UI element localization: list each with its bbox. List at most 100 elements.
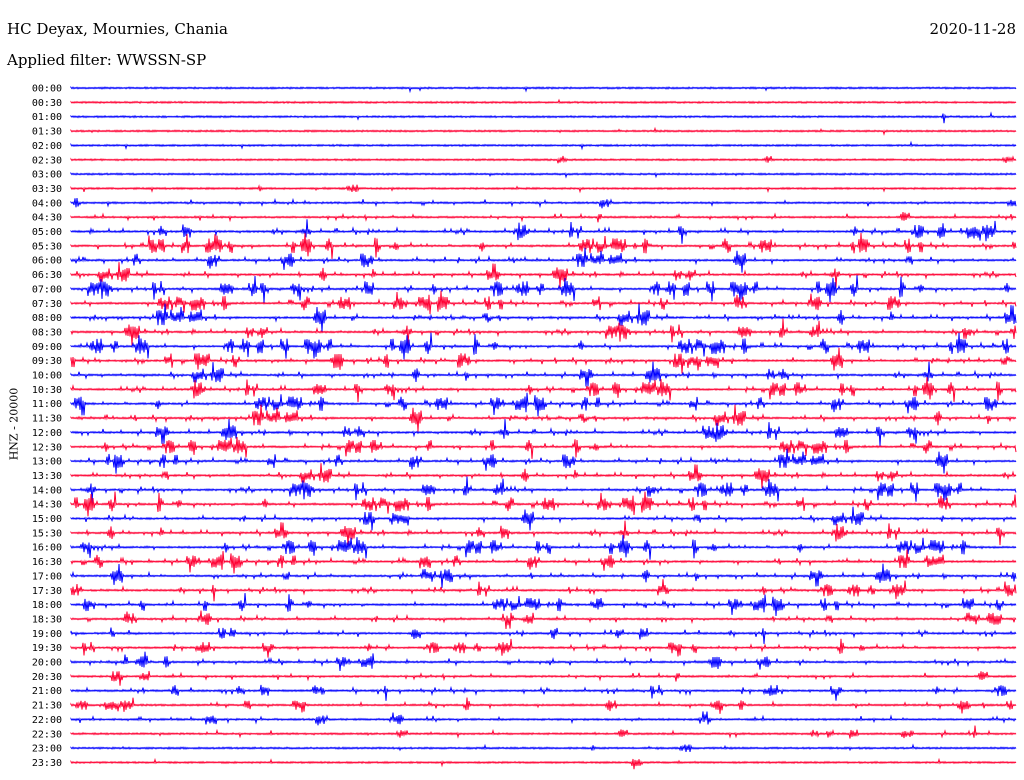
row-time-label: 12:30 [32, 442, 62, 453]
row-time-label: 20:00 [32, 658, 62, 669]
row-time-label: 20:30 [32, 672, 62, 683]
station-title: HC Deyax, Mournies, Chania [7, 20, 228, 38]
seismogram-trace [70, 684, 1017, 701]
row-time-label: 14:00 [32, 485, 62, 496]
seismogram-trace [70, 563, 1017, 588]
seismogram-trace [70, 520, 1017, 546]
seismogram-trace [70, 197, 1017, 209]
row-time-label: 07:30 [32, 299, 62, 310]
seismogram-trace [70, 318, 1017, 346]
row-time-label: 03:30 [32, 184, 62, 195]
row-time-label: 09:30 [32, 356, 62, 367]
row-time-label: 23:30 [32, 758, 62, 769]
seismogram-trace [70, 140, 1017, 151]
row-time-label: 23:00 [32, 744, 62, 755]
row-time-label: 17:30 [32, 586, 62, 597]
seismogram-trace [70, 332, 1017, 360]
row-time-label: 05:00 [32, 227, 62, 238]
seismogram-trace [70, 579, 1017, 602]
seismogram-trace [70, 419, 1017, 446]
row-time-label: 08:30 [32, 327, 62, 338]
seismogram-trace [70, 651, 1017, 671]
row-time-label: 05:30 [32, 241, 62, 252]
seismogram-trace [70, 126, 1017, 136]
row-time-label: 11:30 [32, 414, 62, 425]
row-time-label: 12:00 [32, 428, 62, 439]
seismogram-trace [70, 290, 1017, 315]
seismogram-trace [70, 638, 1017, 658]
row-time-label: 22:00 [32, 715, 62, 726]
seismogram-trace [70, 361, 1017, 387]
record-date: 2020-11-28 [929, 20, 1016, 38]
row-time-label: 00:30 [32, 98, 62, 109]
seismogram-trace [70, 212, 1017, 223]
row-time-label: 10:30 [32, 385, 62, 396]
seismogram-trace [70, 184, 1017, 194]
row-time-label: 19:00 [32, 629, 62, 640]
seismogram-trace [70, 757, 1017, 770]
seismogram-trace [70, 697, 1017, 714]
row-time-label: 04:00 [32, 198, 62, 209]
seismogram-trace [70, 593, 1017, 617]
row-time-label: 06:30 [32, 270, 62, 281]
seismogram-trace [70, 171, 1017, 179]
seismogram-trace [70, 85, 1017, 94]
seismogram-trace [70, 743, 1017, 752]
seismogram-trace [70, 627, 1017, 644]
row-time-label: 13:30 [32, 471, 62, 482]
row-time-label: 01:30 [32, 127, 62, 138]
seismogram-trace [70, 670, 1017, 686]
seismogram-trace [70, 232, 1017, 259]
row-time-label: 02:30 [32, 155, 62, 166]
seismogram-trace [70, 725, 1017, 739]
seismogram-trace [70, 155, 1017, 164]
seismogram-trace [70, 404, 1017, 432]
seismogram-trace [70, 275, 1017, 303]
row-time-label: 01:00 [32, 112, 62, 123]
row-time-label: 06:00 [32, 256, 62, 267]
row-time-label: 18:00 [32, 600, 62, 611]
seismogram-trace [70, 711, 1017, 726]
seismogram-trace [70, 347, 1017, 374]
seismogram-trace [70, 610, 1017, 629]
seismogram-trace [70, 534, 1017, 560]
row-time-label: 16:00 [32, 543, 62, 554]
row-time-label: 11:00 [32, 399, 62, 410]
seismogram-trace [70, 111, 1017, 124]
seismogram-trace [70, 463, 1017, 489]
seismogram-trace [70, 448, 1017, 474]
seismogram-trace [70, 506, 1017, 531]
row-time-label: 18:30 [32, 614, 62, 625]
row-time-label: 14:30 [32, 500, 62, 511]
row-time-label: 02:00 [32, 141, 62, 152]
seismogram-trace [70, 392, 1017, 417]
row-time-label: 17:00 [32, 571, 62, 582]
seismogram-trace [70, 303, 1017, 332]
seismogram-trace [70, 377, 1017, 403]
row-time-label: 03:00 [32, 170, 62, 181]
seismogram-trace [70, 247, 1017, 273]
row-time-label: 21:30 [32, 701, 62, 712]
seismogram-trace [70, 476, 1017, 504]
seismogram-trace [70, 549, 1017, 574]
row-time-label: 10:00 [32, 371, 62, 382]
seismogram-trace [70, 219, 1017, 244]
row-time-label: 22:30 [32, 729, 62, 740]
row-time-label: 00:00 [32, 84, 62, 95]
row-time-label: 08:00 [32, 313, 62, 324]
seismogram-trace [70, 262, 1017, 288]
seismogram-trace [70, 98, 1017, 105]
seismogram-trace [70, 491, 1017, 517]
row-time-label: 15:30 [32, 528, 62, 539]
row-time-label: 15:00 [32, 514, 62, 525]
row-time-label: 07:00 [32, 284, 62, 295]
row-time-label: 21:00 [32, 686, 62, 697]
filter-label: Applied filter: WWSSN-SP [7, 51, 207, 69]
row-time-label: 13:00 [32, 457, 62, 468]
seismogram-trace [70, 436, 1017, 459]
row-time-label: 16:30 [32, 557, 62, 568]
row-time-label: 09:00 [32, 342, 62, 353]
row-time-label: 19:30 [32, 643, 62, 654]
row-time-label: 04:30 [32, 213, 62, 224]
